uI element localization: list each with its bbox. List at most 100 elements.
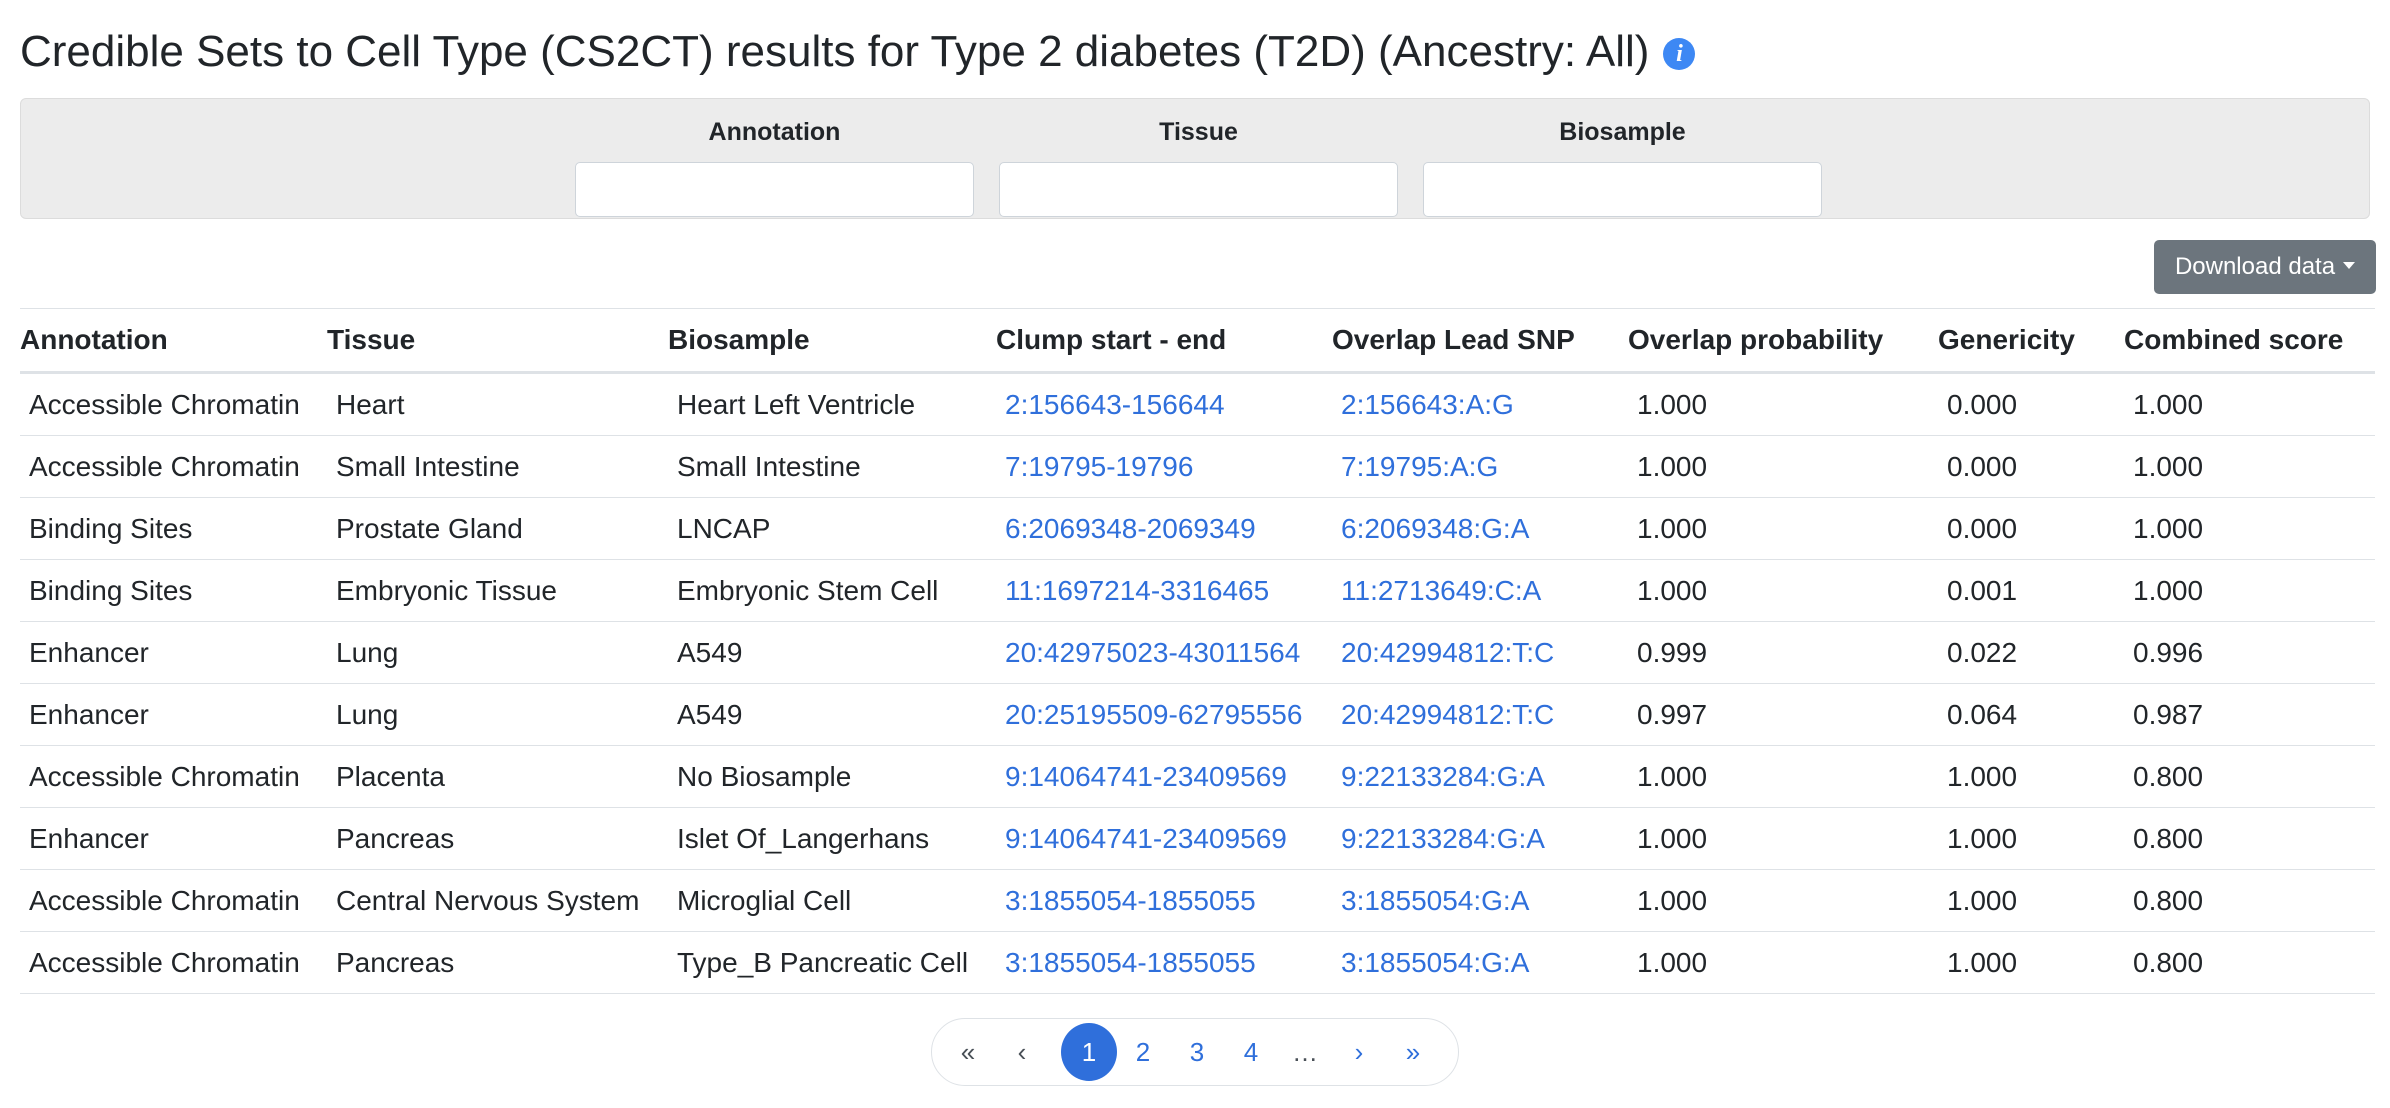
tissue-filter-label: Tissue <box>1159 118 1238 146</box>
biosample-cell: Microglial Cell <box>668 869 996 932</box>
clump-cell: 20:42975023-43011564 <box>996 621 1332 684</box>
clump-link[interactable]: 9:14064741-23409569 <box>1005 822 1287 854</box>
tissue-filter-input[interactable] <box>999 162 1398 217</box>
table-row: Binding Sites Embryonic Tissue Embryonic… <box>20 559 2375 622</box>
clump-link[interactable]: 20:42975023-43011564 <box>1005 636 1301 668</box>
column-header-biosample[interactable]: Biosample <box>668 308 996 374</box>
lead-snp-cell: 3:1855054:G:A <box>1332 869 1628 932</box>
genericity-cell: 1.000 <box>1938 931 2124 994</box>
column-header-overlap-probability[interactable]: Overlap probability <box>1628 308 1938 374</box>
table-row: Accessible Chromatin Small Intestine Sma… <box>20 435 2375 498</box>
prev-page-button[interactable]: ‹ <box>1017 1037 1027 1067</box>
lead-snp-link[interactable]: 7:19795:A:G <box>1341 450 1499 482</box>
last-page-button[interactable]: » <box>1405 1037 1421 1067</box>
lead-snp-link[interactable]: 9:22133284:G:A <box>1341 760 1545 792</box>
pagination: « ‹ 1 2 3 4 … › » <box>931 1018 1459 1086</box>
lead-snp-cell: 20:42994812:T:C <box>1332 683 1628 746</box>
overlap-probability-cell: 1.000 <box>1628 931 1938 994</box>
table-row: Binding Sites Prostate Gland LNCAP 6:206… <box>20 497 2375 560</box>
table-row: Accessible Chromatin Placenta No Biosamp… <box>20 745 2375 808</box>
column-header-annotation[interactable]: Annotation <box>20 308 327 374</box>
biosample-cell: A549 <box>668 621 996 684</box>
clump-link[interactable]: 11:1697214-3316465 <box>1005 574 1270 606</box>
biosample-filter-input[interactable] <box>1423 162 1822 217</box>
annotation-cell: Accessible Chromatin <box>20 869 327 932</box>
page-title: Credible Sets to Cell Type (CS2CT) resul… <box>20 27 1650 76</box>
lead-snp-link[interactable]: 2:156643:A:G <box>1341 388 1514 420</box>
tissue-cell: Heart <box>327 372 668 436</box>
clump-cell: 3:1855054-1855055 <box>996 869 1332 932</box>
lead-snp-link[interactable]: 20:42994812:T:C <box>1341 636 1555 668</box>
lead-snp-link[interactable]: 20:42994812:T:C <box>1341 698 1555 730</box>
combined-score-cell: 1.000 <box>2124 435 2375 498</box>
page-1-button[interactable]: 1 <box>1061 1023 1117 1081</box>
page-3-button[interactable]: 3 <box>1189 1037 1205 1067</box>
overlap-probability-cell: 1.000 <box>1628 869 1938 932</box>
tissue-cell: Small Intestine <box>327 435 668 498</box>
biosample-filter-label: Biosample <box>1559 118 1686 146</box>
lead-snp-link[interactable]: 3:1855054:G:A <box>1341 884 1530 916</box>
column-header-clump-start-end[interactable]: Clump start - end <box>996 308 1332 374</box>
genericity-cell: 0.000 <box>1938 435 2124 498</box>
clump-cell: 6:2069348-2069349 <box>996 497 1332 560</box>
tissue-cell: Pancreas <box>327 807 668 870</box>
biosample-cell: Small Intestine <box>668 435 996 498</box>
column-header-tissue[interactable]: Tissue <box>327 308 668 374</box>
biosample-cell: LNCAP <box>668 497 996 560</box>
table-row: Accessible Chromatin Central Nervous Sys… <box>20 869 2375 932</box>
biosample-cell: A549 <box>668 683 996 746</box>
filter-panel: Annotation Tissue Biosample <box>20 98 2370 219</box>
first-page-button[interactable]: « <box>960 1037 976 1067</box>
clump-link[interactable]: 7:19795-19796 <box>1005 450 1194 482</box>
tissue-cell: Placenta <box>327 745 668 808</box>
clump-link[interactable]: 6:2069348-2069349 <box>1005 512 1256 544</box>
combined-score-cell: 1.000 <box>2124 497 2375 560</box>
annotation-cell: Accessible Chromatin <box>20 435 327 498</box>
column-header-combined-score[interactable]: Combined score <box>2124 308 2375 374</box>
genericity-cell: 0.001 <box>1938 559 2124 622</box>
clump-cell: 7:19795-19796 <box>996 435 1332 498</box>
page-2-button[interactable]: 2 <box>1135 1037 1151 1067</box>
combined-score-cell: 0.996 <box>2124 621 2375 684</box>
table-row: Enhancer Pancreas Islet Of_Langerhans 9:… <box>20 807 2375 870</box>
tissue-cell: Pancreas <box>327 931 668 994</box>
annotation-filter-input[interactable] <box>575 162 974 217</box>
lead-snp-link[interactable]: 3:1855054:G:A <box>1341 946 1530 978</box>
lead-snp-cell: 7:19795:A:G <box>1332 435 1628 498</box>
biosample-cell: Islet Of_Langerhans <box>668 807 996 870</box>
page-4-button[interactable]: 4 <box>1243 1037 1259 1067</box>
overlap-probability-cell: 1.000 <box>1628 559 1938 622</box>
download-data-button[interactable]: Download data <box>2154 240 2376 294</box>
tissue-cell: Central Nervous System <box>327 869 668 932</box>
column-header-genericity[interactable]: Genericity <box>1938 308 2124 374</box>
lead-snp-link[interactable]: 11:2713649:C:A <box>1341 574 1542 606</box>
clump-link[interactable]: 3:1855054-1855055 <box>1005 884 1256 916</box>
lead-snp-link[interactable]: 9:22133284:G:A <box>1341 822 1545 854</box>
lead-snp-cell: 9:22133284:G:A <box>1332 807 1628 870</box>
annotation-cell: Enhancer <box>20 621 327 684</box>
next-page-button[interactable]: › <box>1354 1037 1364 1067</box>
genericity-cell: 0.000 <box>1938 372 2124 436</box>
annotation-cell: Accessible Chromatin <box>20 372 327 436</box>
lead-snp-link[interactable]: 6:2069348:G:A <box>1341 512 1530 544</box>
clump-cell: 3:1855054-1855055 <box>996 931 1332 994</box>
table-header-row: Annotation Tissue Biosample Clump start … <box>20 308 2375 374</box>
overlap-probability-cell: 1.000 <box>1628 745 1938 808</box>
clump-link[interactable]: 2:156643-156644 <box>1005 388 1225 420</box>
info-icon[interactable]: i <box>1663 38 1696 70</box>
column-header-overlap-lead-snp[interactable]: Overlap Lead SNP <box>1332 308 1628 374</box>
lead-snp-cell: 6:2069348:G:A <box>1332 497 1628 560</box>
annotation-cell: Accessible Chromatin <box>20 745 327 808</box>
overlap-probability-cell: 1.000 <box>1628 372 1938 436</box>
table-row: Accessible Chromatin Pancreas Type_B Pan… <box>20 931 2375 994</box>
tissue-filter: Tissue <box>999 117 1398 217</box>
overlap-probability-cell: 0.997 <box>1628 683 1938 746</box>
clump-link[interactable]: 20:25195509-62795556 <box>1005 698 1303 730</box>
genericity-cell: 0.022 <box>1938 621 2124 684</box>
tissue-cell: Lung <box>327 683 668 746</box>
biosample-cell: Type_B Pancreatic Cell <box>668 931 996 994</box>
genericity-cell: 1.000 <box>1938 869 2124 932</box>
clump-link[interactable]: 9:14064741-23409569 <box>1005 760 1287 792</box>
clump-link[interactable]: 3:1855054-1855055 <box>1005 946 1256 978</box>
combined-score-cell: 0.800 <box>2124 931 2375 994</box>
